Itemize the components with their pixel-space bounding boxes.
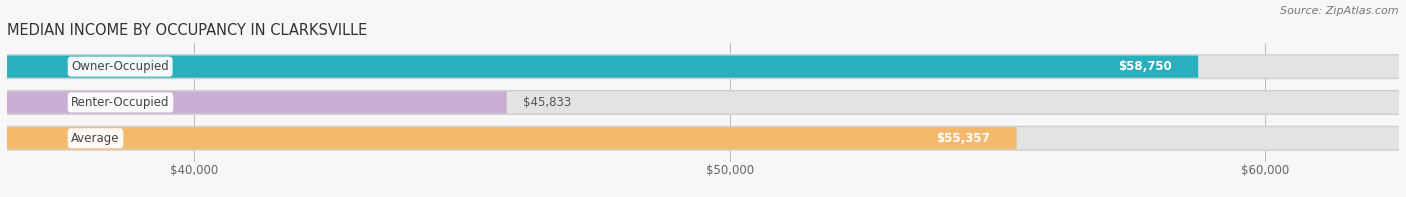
FancyBboxPatch shape [7,91,1399,113]
Text: $55,357: $55,357 [936,132,990,145]
Text: Owner-Occupied: Owner-Occupied [72,60,169,73]
FancyBboxPatch shape [7,56,1399,78]
FancyBboxPatch shape [7,54,1399,79]
Text: $58,750: $58,750 [1118,60,1171,73]
FancyBboxPatch shape [7,90,1399,115]
FancyBboxPatch shape [7,127,1017,149]
Text: Average: Average [72,132,120,145]
Text: Source: ZipAtlas.com: Source: ZipAtlas.com [1281,6,1399,16]
FancyBboxPatch shape [7,126,1399,151]
Text: MEDIAN INCOME BY OCCUPANCY IN CLARKSVILLE: MEDIAN INCOME BY OCCUPANCY IN CLARKSVILL… [7,23,367,38]
FancyBboxPatch shape [7,91,506,113]
FancyBboxPatch shape [7,127,1399,149]
Text: Renter-Occupied: Renter-Occupied [72,96,170,109]
FancyBboxPatch shape [7,56,1198,78]
Text: $45,833: $45,833 [523,96,571,109]
